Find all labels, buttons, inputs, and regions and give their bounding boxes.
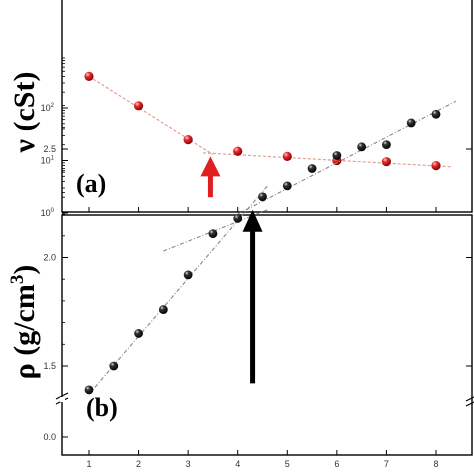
panel-b-point-12 <box>382 140 391 150</box>
panel-a-y-axis-label: ν (cSt) <box>8 72 41 154</box>
panel-b-fit-lines <box>88 100 457 395</box>
panel-b-fit-line-2 <box>237 100 457 215</box>
panel-b-point-8 <box>282 181 292 191</box>
panel-b-y-tick-label: 2.5 <box>43 144 56 154</box>
panel-b-point-1 <box>109 361 119 371</box>
panel-b-y-ticks: 1.5 2.0 2.5 0.0 <box>43 105 472 442</box>
panel-a-fit-line-1 <box>202 152 451 168</box>
panel-a-y-tick-label: 100 <box>41 208 55 218</box>
panel-b-data-points <box>84 109 441 395</box>
panel-a-point-3 <box>233 146 243 156</box>
panel-b-break-mark-0 <box>55 392 69 400</box>
panel-a-point-6 <box>381 157 392 167</box>
panel-b-x-tick-label: 3 <box>186 459 191 469</box>
panel-a-y-tick-label: 102 <box>41 103 55 113</box>
panel-a-point-2 <box>183 135 193 145</box>
panel-a-x-ticks <box>88 207 437 212</box>
panel-a-label: (a) <box>76 169 106 198</box>
panel-a-fit-lines <box>88 75 451 168</box>
panel-a-point-0 <box>84 71 94 81</box>
panel-b-point-6 <box>233 214 243 223</box>
panel-a-y-tick-label: 101 <box>41 156 55 166</box>
panel-b-point-7 <box>258 192 267 202</box>
panel-b-x-tick-label: 6 <box>334 459 339 469</box>
panel-a-data-points <box>84 71 441 171</box>
panel-a-point-1 <box>133 101 144 111</box>
panel-b-axis-break <box>55 392 474 407</box>
panel-b-frame <box>61 214 473 456</box>
panel-b-point-9 <box>307 164 317 173</box>
panel-b-point-3 <box>158 305 168 314</box>
panel-b-point-14 <box>431 109 441 119</box>
panel-b-point-13 <box>406 118 416 128</box>
panel-b-break-mark-2 <box>465 396 474 402</box>
panel-a-arrow <box>200 156 221 198</box>
panel-b-label: (b) <box>86 393 118 422</box>
panel-b-x-tick-label: 7 <box>384 459 389 469</box>
panel-b-y-axis-label: ρ (g/cm3) <box>7 265 41 380</box>
panel-b-x-tick-label: 4 <box>235 459 240 469</box>
panel-a-frame <box>61 0 473 213</box>
panel-b-point-4 <box>183 270 193 280</box>
panel-a-fit-line-0 <box>88 75 214 156</box>
panel-b-break-gap-left <box>60 397 65 402</box>
panel-b: 1 2 3 4 5 6 7 8 1.5 2.0 2.5 0.0 ρ (g/cm3) (b) <box>7 100 474 469</box>
panel-b-y-tick-label: 0.0 <box>43 432 56 442</box>
panel-b-arrow-head <box>242 209 263 232</box>
panel-b-x-ticks: 1 2 3 4 5 6 7 8 <box>86 450 438 469</box>
panel-b-point-2 <box>134 329 143 338</box>
panel-b-point-11 <box>357 142 367 152</box>
panel-b-y-tick-label: 2.0 <box>43 253 56 263</box>
panel-a: 100 101 102 ν (cSt) (a) <box>8 0 473 218</box>
panel-b-point-5 <box>208 229 218 239</box>
panel-b-arrow <box>242 209 263 384</box>
panel-b-point-0 <box>84 385 94 395</box>
panel-b-x-tick-label: 1 <box>86 459 91 469</box>
panel-b-y-tick-label: 1.5 <box>43 361 56 371</box>
panel-b-x-tick-label: 2 <box>136 459 141 469</box>
panel-a-arrow-head <box>200 156 221 177</box>
panel-a-point-4 <box>282 151 292 161</box>
panel-a-y-ticks: 100 101 102 <box>41 57 68 218</box>
panel-b-break-mark-3 <box>465 401 474 407</box>
panel-b-x-tick-label: 5 <box>285 459 290 469</box>
panel-a-point-7 <box>431 160 441 171</box>
panel-b-x-tick-label: 8 <box>433 459 438 469</box>
panel-b-point-10 <box>332 151 342 160</box>
